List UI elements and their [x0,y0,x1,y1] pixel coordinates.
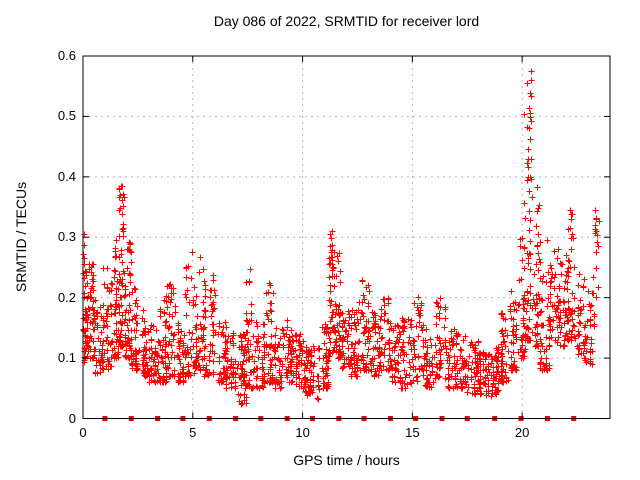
x-axis-label: GPS time / hours [293,452,400,468]
x-tick-label: 10 [295,425,310,440]
chart-title: Day 086 of 2022, SRMTID for receiver lor… [213,13,480,29]
scatter-points [80,68,603,408]
x-tick-label: 20 [514,425,530,440]
y-tick-label: 0.4 [57,168,76,184]
y-tick-label: 0.1 [57,350,76,366]
x-tick-label: 5 [189,425,197,440]
y-tick-label: 0.3 [57,229,76,245]
y-tick-label: 0.6 [57,48,76,63]
x-tick-label: 0 [79,425,87,440]
y-tick-label: 0.5 [57,108,76,124]
y-tick-label: 0.2 [57,289,76,305]
x-tick-label: 15 [405,425,420,440]
y-tick-label: 0 [68,410,76,426]
